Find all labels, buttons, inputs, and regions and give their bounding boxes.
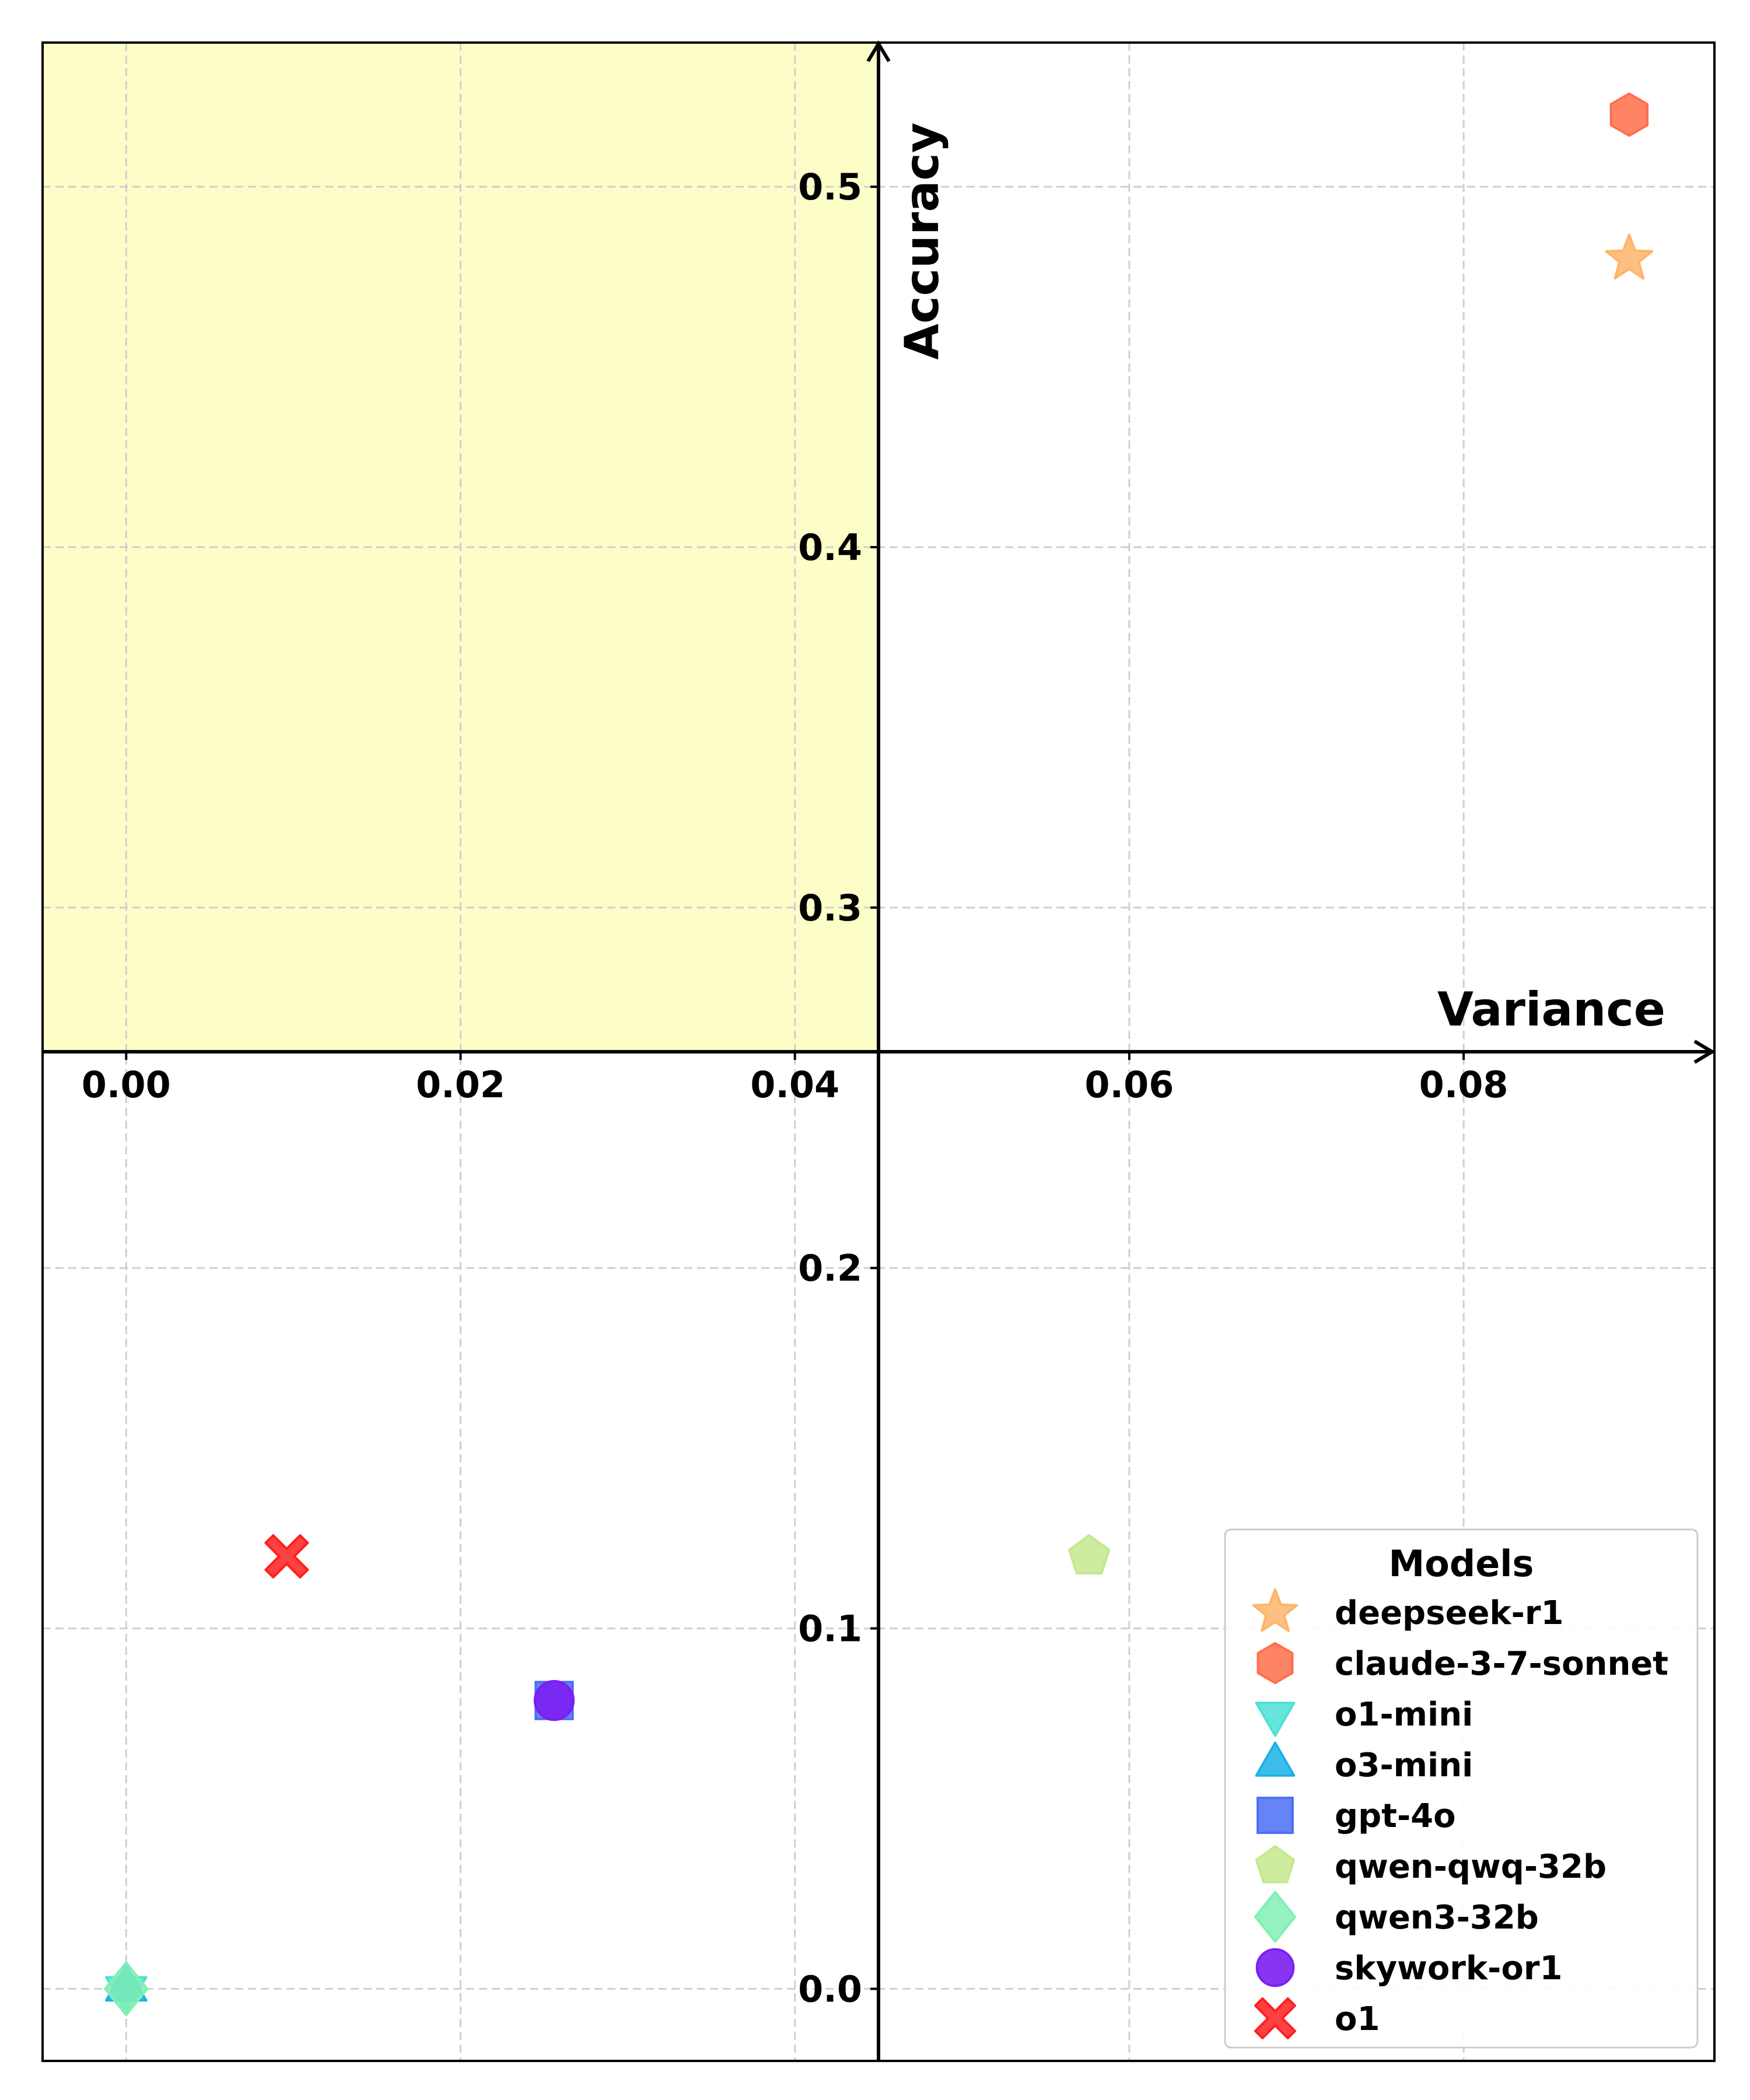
y-tick-label: 0.0 bbox=[798, 1968, 862, 2010]
legend-marker-o3-mini bbox=[1255, 1741, 1296, 1777]
legend-marker-o1 bbox=[1254, 1997, 1296, 2039]
legend-marker-o1-mini bbox=[1255, 1702, 1296, 1737]
x-tick-label: 0.04 bbox=[750, 1063, 839, 1106]
x-tick-label: 0.02 bbox=[416, 1063, 505, 1106]
legend-marker-qwen3-32b bbox=[1254, 1891, 1296, 1943]
legend-title: Models bbox=[1389, 1542, 1534, 1585]
legend-label: o3-mini bbox=[1335, 1746, 1473, 1784]
legend-marker-gpt-4o bbox=[1256, 1797, 1294, 1834]
legend-marker-deepseek-r1 bbox=[1252, 1588, 1298, 1632]
marker-qwen3-32b bbox=[104, 1961, 149, 2017]
data-markers bbox=[104, 92, 1654, 2017]
legend-label: claude-3-7-sonnet bbox=[1335, 1645, 1668, 1683]
legend-label: deepseek-r1 bbox=[1335, 1594, 1564, 1632]
marker-claude-3-7-sonnet bbox=[1609, 92, 1649, 137]
legend-label: qwen-qwq-32b bbox=[1335, 1848, 1606, 1886]
marker-skywork-or1 bbox=[533, 1680, 575, 1721]
plot-frame bbox=[41, 41, 1716, 2062]
marker-o1 bbox=[264, 1534, 309, 1578]
y-tick-label: 0.1 bbox=[798, 1608, 862, 1650]
marker-deepseek-r1 bbox=[1605, 233, 1654, 280]
y-tick-label: 0.4 bbox=[798, 526, 862, 569]
y-tick-label: 0.3 bbox=[798, 887, 862, 929]
x-axis-arrow bbox=[1693, 1040, 1716, 1064]
legend-label: gpt-4o bbox=[1335, 1797, 1456, 1835]
legend-label: skywork-or1 bbox=[1335, 1950, 1562, 1987]
legend-box bbox=[1224, 1528, 1699, 2049]
legend-label: o1 bbox=[1335, 2000, 1380, 2038]
legend-label: qwen3-32b bbox=[1335, 1899, 1539, 1937]
x-axis-label: Variance bbox=[1437, 982, 1665, 1037]
y-tick-label: 0.2 bbox=[798, 1247, 862, 1290]
legend: Models deepseek-r1 claude-3-7-sonnet o1-min… bbox=[1224, 1528, 1699, 2049]
legend-label: o1-mini bbox=[1335, 1696, 1473, 1734]
y-tick-label: 0.5 bbox=[798, 166, 862, 208]
marker-qwen-qwq-32b bbox=[1068, 1534, 1111, 1575]
legend-marker-skywork-or1 bbox=[1255, 1948, 1295, 1987]
x-tick-label: 0.00 bbox=[82, 1063, 171, 1106]
legend-marker-claude-3-7-sonnet bbox=[1256, 1642, 1294, 1684]
x-tick-label: 0.06 bbox=[1084, 1063, 1174, 1106]
legend-marker-qwen-qwq-32b bbox=[1255, 1845, 1296, 1884]
y-axis-label: Accuracy bbox=[895, 123, 949, 360]
x-tick-label: 0.08 bbox=[1419, 1063, 1508, 1106]
axes: 0.00 0.02 0.04 0.06 0.08 0.0 0.1 0.2 0.3 0.4 0.5 bbox=[43, 40, 1716, 2061]
